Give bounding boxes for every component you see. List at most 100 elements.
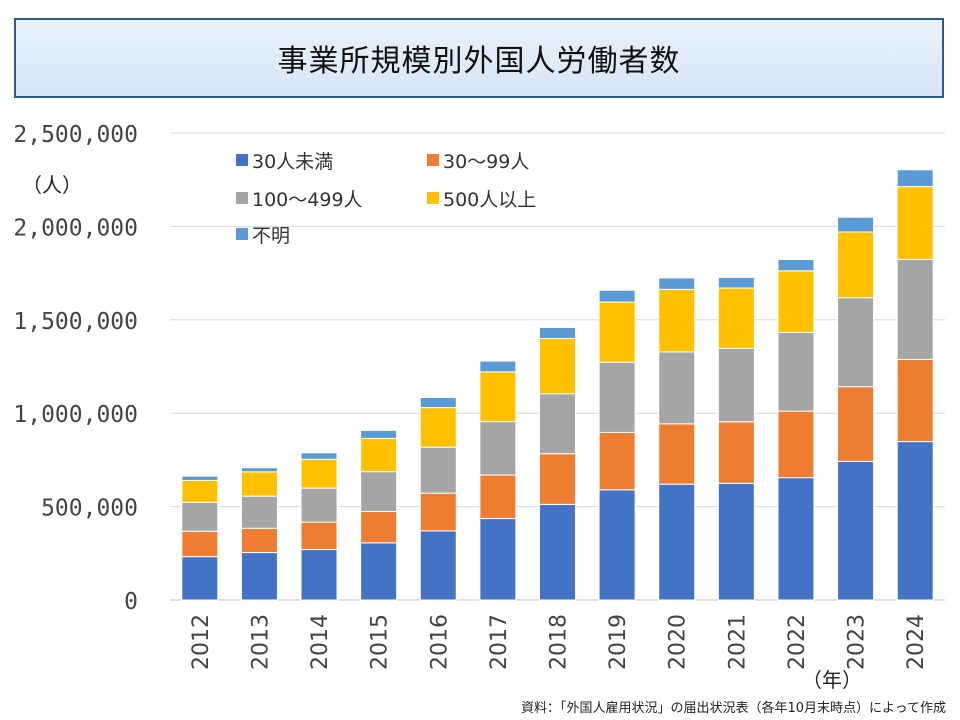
bar-segment [240, 495, 278, 529]
bar-segment [240, 467, 278, 473]
chart-title-box: 事業所規模別外国人労働者数 [14, 18, 944, 98]
bar-segment [300, 452, 338, 460]
x-tick-label: 2019 [606, 614, 631, 670]
bar-segment [479, 474, 517, 520]
bar-segment [479, 371, 517, 423]
x-tick-label: 2016 [427, 614, 452, 670]
bar-segment [240, 471, 278, 497]
bar-segment [598, 289, 636, 303]
bar-segment [837, 386, 875, 462]
bar-segment [777, 410, 815, 479]
bar-segment [300, 521, 338, 551]
bar-segment [181, 556, 219, 601]
bar-segment [717, 421, 755, 484]
bar-segment [360, 429, 398, 439]
bar-segment [658, 483, 696, 601]
x-axis-label: （年） [802, 668, 862, 692]
bar-segment [717, 482, 755, 601]
bar-segment [717, 347, 755, 423]
bar-segment [896, 169, 934, 188]
bar-segment [240, 527, 278, 554]
chart-title: 事業所規模別外国人労働者数 [277, 44, 681, 79]
bar-segment [717, 276, 755, 289]
bar-segment [539, 453, 576, 505]
bar-segment [419, 397, 457, 409]
bar-segment [658, 351, 696, 425]
bar-segment [360, 510, 398, 544]
bar-segment [539, 326, 576, 339]
y-tick-label: 1,500,000 [13, 309, 138, 335]
bar-segment [837, 297, 875, 388]
bar-segment [837, 460, 875, 601]
bar-segment [479, 518, 517, 601]
bar-segment [598, 431, 636, 491]
bar-segment [896, 186, 934, 260]
bar-segment [360, 542, 398, 601]
y-tick-label: 1,000,000 [13, 402, 138, 428]
y-tick-label: 0 [124, 589, 138, 615]
bar-segment [777, 270, 815, 334]
bar-segment [419, 407, 457, 448]
bar-segment [181, 475, 219, 481]
bar-segment [896, 258, 934, 360]
x-tick-label: 2024 [904, 614, 929, 670]
bar-segment [181, 479, 219, 503]
x-tick-label: 2020 [666, 614, 691, 670]
legend-swatch [427, 192, 439, 204]
bar-segment [360, 437, 398, 473]
bar-segment [300, 458, 338, 489]
bar-segment [896, 358, 934, 443]
x-tick-label: 2012 [189, 614, 214, 670]
legend-label: 30〜99人 [443, 151, 529, 173]
bar-segment [419, 492, 457, 532]
legend-swatch [236, 154, 248, 166]
bar-segment [419, 530, 457, 601]
y-tick-label: 2,500,000 [13, 122, 138, 148]
bar-segment [777, 332, 815, 412]
bar-segment [539, 503, 576, 601]
bar-segment [479, 421, 517, 476]
bar-segment [658, 288, 696, 353]
y-tick-label: 500,000 [41, 496, 138, 522]
bar-segment [360, 471, 398, 512]
y-axis-label: （人） [22, 173, 82, 197]
x-tick-label: 2017 [487, 614, 512, 670]
bar-segment [300, 487, 338, 523]
source-note: 資料：「外国人雇用状況」の届出状況表（各年10月末時点）によって作成 [520, 701, 946, 716]
legend-label: 100〜499人 [252, 189, 363, 211]
legend-swatch [236, 228, 248, 240]
bar-segment [181, 530, 219, 558]
bar-segment [539, 393, 576, 455]
bar-segment [300, 549, 338, 601]
bar-segment [777, 477, 815, 601]
bar-segment [717, 287, 755, 349]
bar-segment [598, 489, 636, 601]
legend-label: 30人未満 [252, 151, 333, 173]
legend-label: 500人以上 [443, 189, 536, 211]
legend-label: 不明 [252, 225, 290, 247]
bar-segment [539, 337, 576, 395]
x-tick-label: 2021 [725, 614, 750, 670]
bar-segment [837, 231, 875, 299]
bar-segment [896, 441, 934, 601]
bar-segment [479, 360, 517, 373]
bar-segment [658, 423, 696, 485]
x-tick-label: 2014 [308, 614, 333, 670]
legend-swatch [236, 192, 248, 204]
x-tick-label: 2015 [368, 614, 393, 670]
bar-segment [240, 552, 278, 601]
bar-segment [598, 301, 636, 363]
bar-segment [181, 501, 219, 532]
bar-segment [837, 216, 875, 233]
bar-segment [598, 361, 636, 433]
x-tick-label: 2013 [248, 614, 273, 670]
bar-segment [658, 277, 696, 290]
bar-segment [419, 446, 457, 494]
y-tick-label: 2,000,000 [13, 215, 138, 241]
bar-segment [777, 258, 815, 272]
x-tick-label: 2023 [845, 614, 870, 670]
x-tick-label: 2018 [547, 614, 572, 670]
x-tick-label: 2022 [785, 614, 810, 670]
legend-swatch [427, 154, 439, 166]
